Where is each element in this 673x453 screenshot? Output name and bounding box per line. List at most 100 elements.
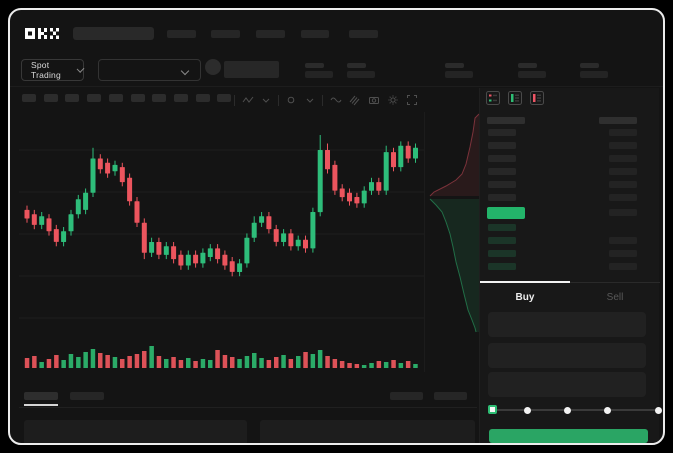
book-both-icon[interactable] xyxy=(486,91,500,105)
bid-price-placeholder[interactable] xyxy=(488,263,516,270)
ask-price-placeholder[interactable] xyxy=(488,129,516,136)
candle-body xyxy=(39,216,45,225)
order-total-field[interactable] xyxy=(488,372,646,397)
volume-bar xyxy=(186,358,191,368)
bid-price-placeholder[interactable] xyxy=(488,237,516,244)
ask-price-placeholder[interactable] xyxy=(488,181,516,188)
timeframe-button[interactable] xyxy=(195,94,210,102)
candle-body xyxy=(237,263,243,272)
timeframe-button[interactable] xyxy=(65,94,80,102)
ask-price-placeholder[interactable] xyxy=(488,194,516,201)
volume-bar xyxy=(361,365,367,368)
wave-icon[interactable] xyxy=(330,94,342,106)
tab-sell[interactable]: Sell xyxy=(606,291,624,303)
candle-body xyxy=(134,201,140,223)
candle-body xyxy=(339,188,345,198)
volume-bar xyxy=(200,359,206,368)
nav-item-placeholder[interactable] xyxy=(167,30,196,38)
bottom-tab-underline xyxy=(24,404,58,406)
timeframe-button[interactable] xyxy=(130,94,145,102)
bottom-action-placeholder[interactable] xyxy=(434,392,467,400)
candle-body xyxy=(376,182,382,191)
slider-handle[interactable] xyxy=(488,404,497,414)
pair-avatar[interactable] xyxy=(205,58,221,75)
candle-body xyxy=(97,158,103,170)
market-type-label: Spot Trading xyxy=(31,60,61,80)
slider-track[interactable] xyxy=(492,409,659,411)
header-search-placeholder[interactable] xyxy=(73,27,154,40)
slider-step-dot[interactable] xyxy=(523,406,531,414)
tab-buy[interactable]: Buy xyxy=(515,291,535,303)
bottom-action-placeholder[interactable] xyxy=(390,392,423,400)
candle-body xyxy=(185,254,191,266)
bid-price-placeholder[interactable] xyxy=(488,224,516,231)
candle-body xyxy=(207,248,213,257)
gear-icon[interactable] xyxy=(387,94,399,106)
okx-logo xyxy=(25,28,59,39)
volume-bar xyxy=(222,355,228,368)
depth-asks-area xyxy=(430,114,479,196)
ask-price-placeholder[interactable] xyxy=(488,142,516,149)
candle-body xyxy=(61,231,67,242)
nav-item-placeholder[interactable] xyxy=(256,30,285,38)
candle-body xyxy=(317,150,323,213)
slider-step-dot[interactable] xyxy=(604,406,611,414)
zigzag-icon[interactable] xyxy=(242,94,254,106)
volume-bar xyxy=(127,356,132,368)
bottom-panel-placeholder xyxy=(260,420,475,443)
candle-body xyxy=(259,216,265,223)
chevron-down-icon[interactable] xyxy=(305,94,315,106)
order-amount-field[interactable] xyxy=(488,343,646,368)
slider-step-dot[interactable] xyxy=(655,406,662,414)
camera-icon[interactable] xyxy=(368,94,380,106)
volume-bar xyxy=(142,351,147,368)
volume-bar xyxy=(266,360,272,368)
market-type-selector[interactable]: Spot Trading xyxy=(21,59,85,81)
orderbook-last-price[interactable] xyxy=(487,207,525,219)
slider-step-dot[interactable] xyxy=(564,406,571,414)
price-chart[interactable] xyxy=(19,112,424,372)
bottom-tab[interactable] xyxy=(70,392,104,400)
timeframe-button[interactable] xyxy=(43,94,58,102)
nav-item-placeholder[interactable] xyxy=(211,30,240,38)
depth-bids-line xyxy=(429,198,477,333)
candle-body xyxy=(200,252,206,264)
candle-body xyxy=(266,216,272,230)
timeframe-button[interactable] xyxy=(152,94,167,102)
candle-body xyxy=(310,212,316,249)
hatch-lines-icon[interactable] xyxy=(349,94,361,106)
timeframe-button[interactable] xyxy=(108,94,123,102)
timeframe-button[interactable] xyxy=(87,94,102,102)
chevron-down-icon[interactable] xyxy=(261,94,271,106)
bottom-tab-active[interactable] xyxy=(24,392,58,400)
amount-slider[interactable] xyxy=(480,401,662,419)
timeframe-button[interactable] xyxy=(173,94,188,102)
volume-bar xyxy=(281,355,286,368)
candle-body xyxy=(163,246,169,255)
book-asks-icon[interactable] xyxy=(530,91,544,105)
stat-value-placeholder xyxy=(580,71,608,78)
bottom-panel-placeholder xyxy=(24,420,247,443)
order-price-field[interactable] xyxy=(488,312,646,337)
buy-submit-button[interactable] xyxy=(489,429,648,443)
book-bids-icon[interactable] xyxy=(508,91,522,105)
ask-price-placeholder[interactable] xyxy=(488,155,516,162)
bid-price-placeholder[interactable] xyxy=(488,250,516,257)
candle-body xyxy=(405,145,411,159)
candle-body xyxy=(215,248,221,260)
orderbook-header-price xyxy=(487,117,525,124)
ask-price-placeholder[interactable] xyxy=(488,168,516,175)
timeframe-button[interactable] xyxy=(22,94,36,102)
volume-bar xyxy=(83,352,88,368)
indicator-circle-icon[interactable] xyxy=(286,94,298,106)
volume-bar xyxy=(376,361,382,368)
nav-item-placeholder[interactable] xyxy=(301,30,329,38)
expand-icon[interactable] xyxy=(406,94,418,106)
depth-chart xyxy=(429,113,479,333)
candle-body xyxy=(244,237,250,264)
nav-item-placeholder[interactable] xyxy=(349,30,378,38)
volume-bar xyxy=(24,358,30,368)
pair-selector-dropdown[interactable] xyxy=(98,59,201,81)
timeframe-button[interactable] xyxy=(217,94,232,102)
stat-label-placeholder xyxy=(445,63,464,68)
